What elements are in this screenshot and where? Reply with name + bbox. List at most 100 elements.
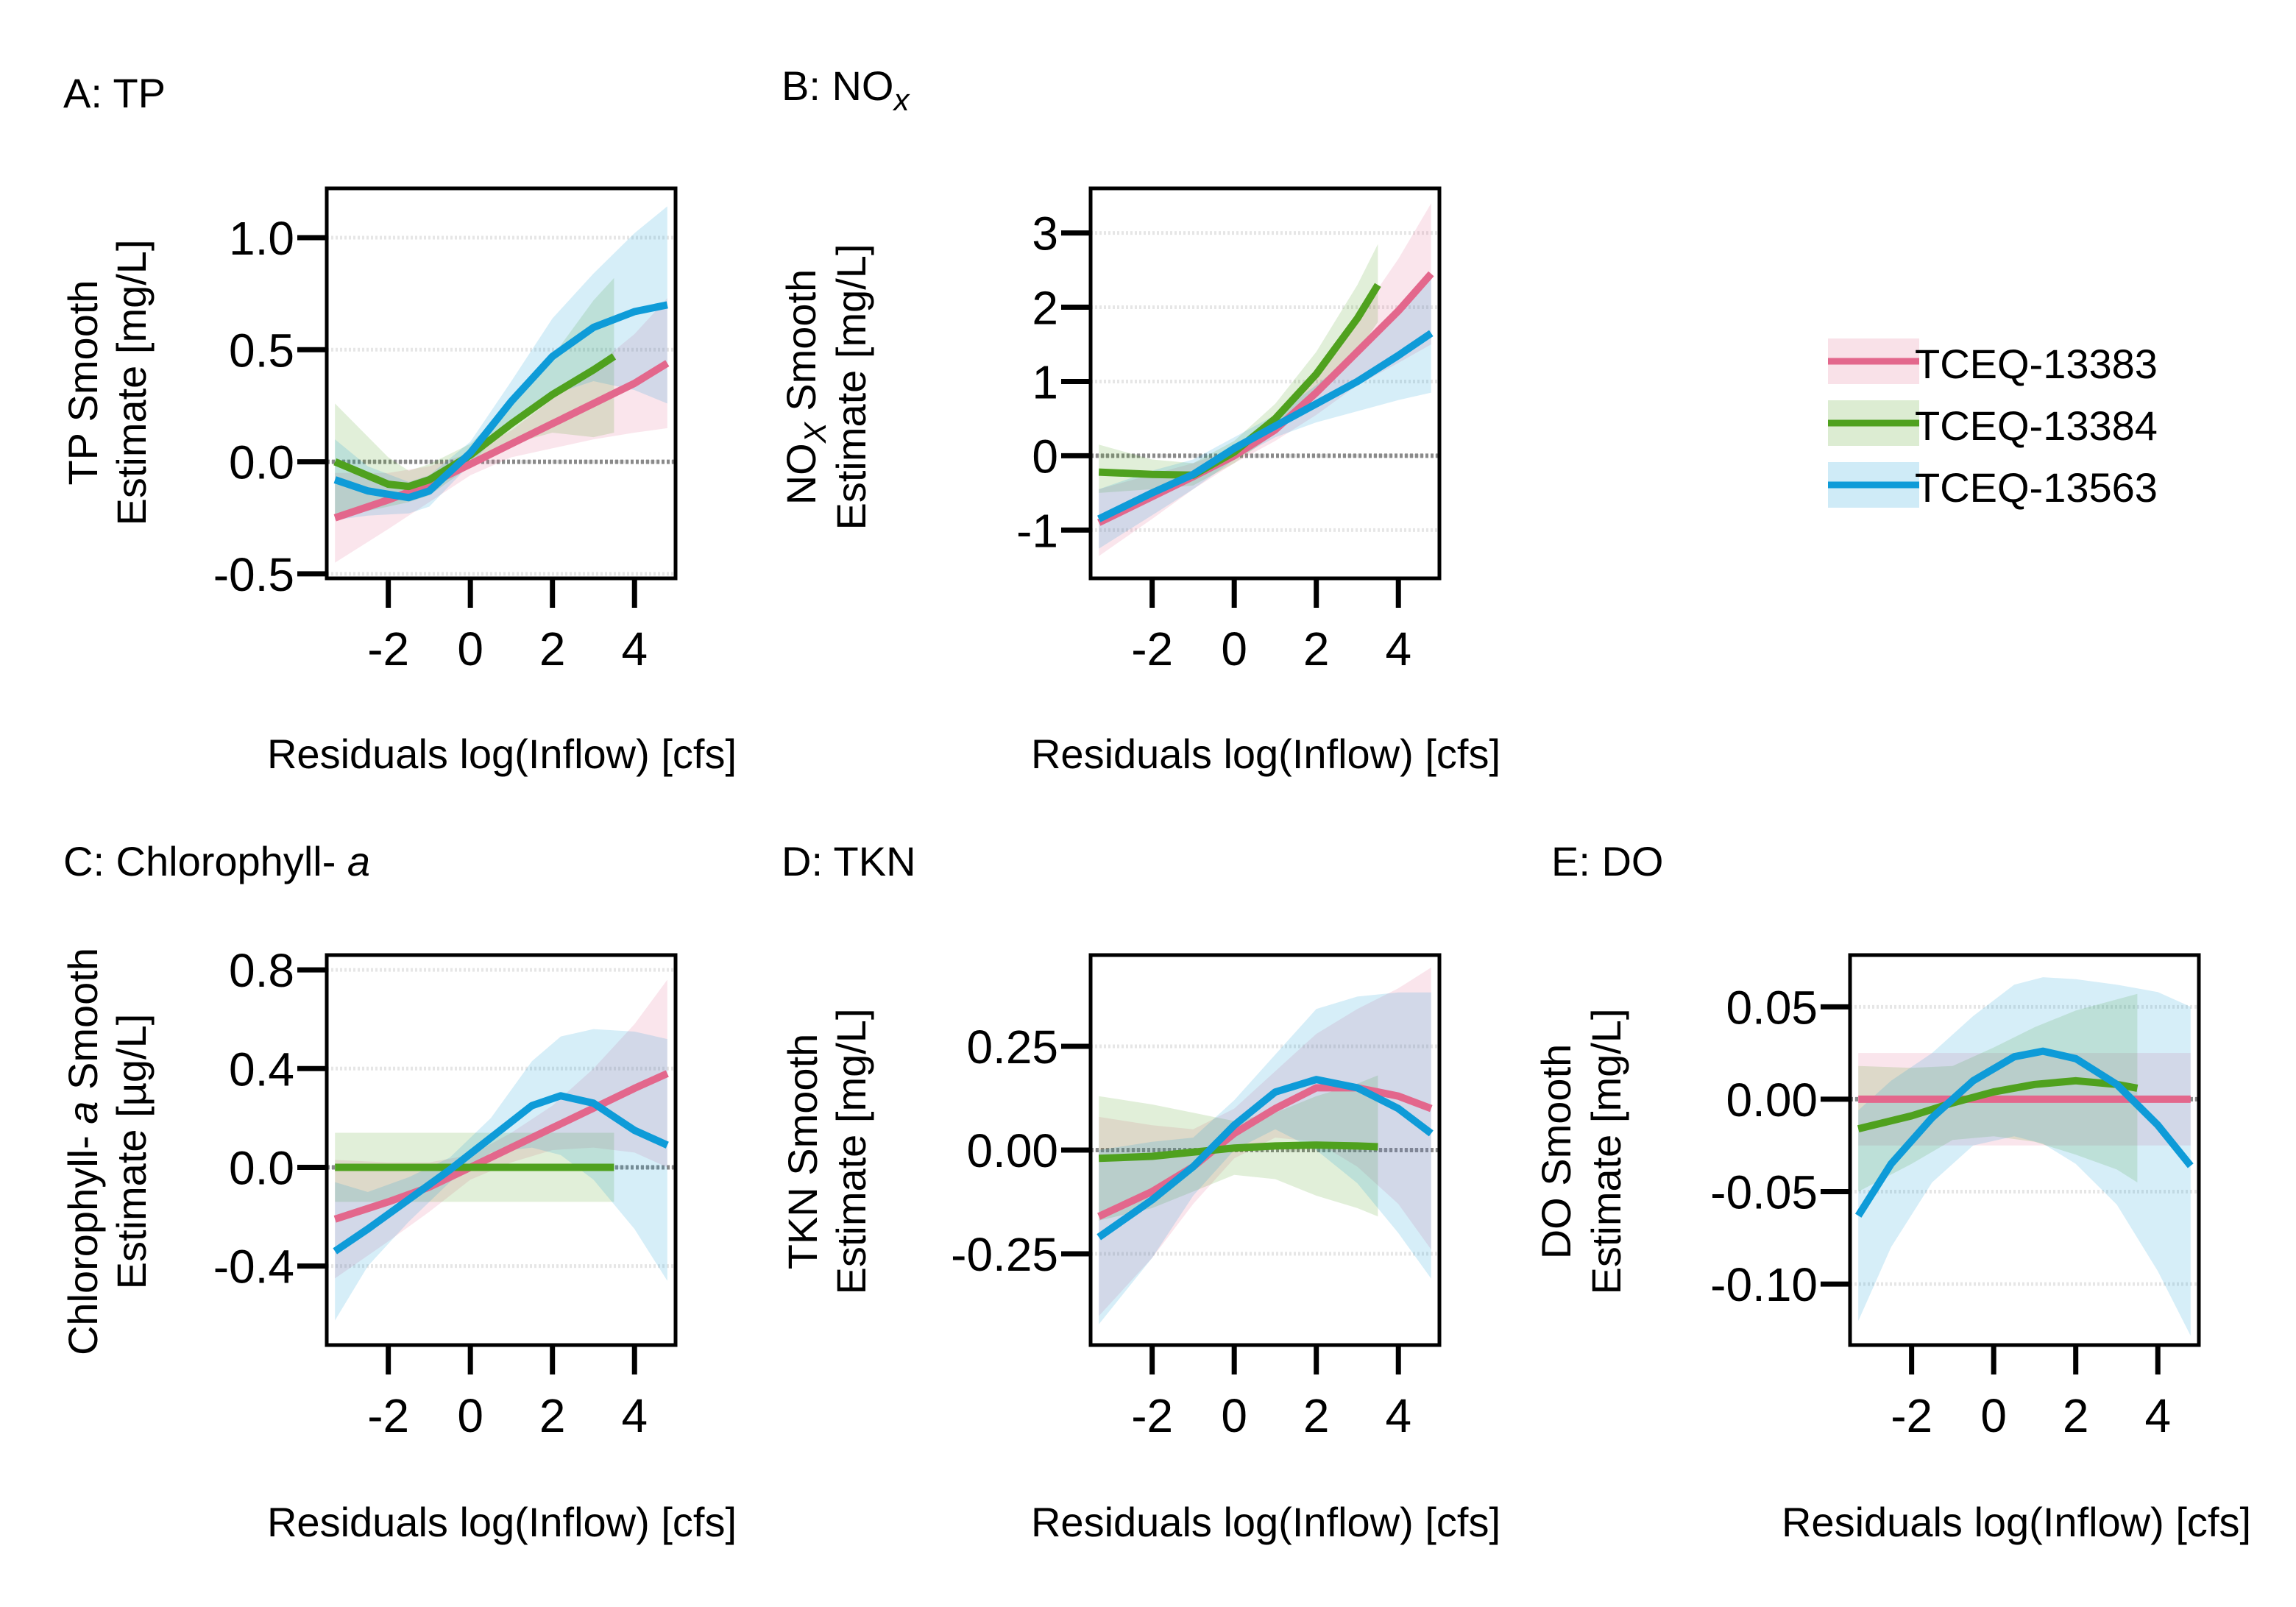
panel-d-band-tceq-13563 — [1099, 992, 1431, 1324]
panel-a-xtick-label: 4 — [621, 622, 648, 675]
panel-c-title: C: Chlorophyll- a — [63, 838, 370, 884]
panel-e-xtick-label: 2 — [2063, 1389, 2089, 1442]
panel-e-ytick-label: -0.05 — [1710, 1166, 1818, 1219]
legend-label-13563: TCEQ-13563 — [1915, 464, 2158, 511]
panel-d-title: D: TKN — [782, 838, 916, 884]
panel-a-xtick-label: 0 — [457, 622, 483, 675]
panel-d-plot: -2 0 2 4 -0.25 0.00 0.25 — [951, 953, 1442, 1442]
panel-d-line-tceq-13383 — [1097, 1084, 1433, 1220]
panel-e-xtick-label: 4 — [2144, 1389, 2171, 1442]
panel-e-xtick-label: 0 — [1980, 1389, 2007, 1442]
panel-b-ytick-label: 0 — [1032, 430, 1058, 483]
panel-d-line-tceq-13384 — [1099, 1141, 1378, 1163]
panel-a-xlabel: Residuals log(Inflow) [cfs] — [267, 731, 737, 777]
panel-a-frame — [325, 186, 678, 581]
panel-b-xtick-label: 4 — [1385, 622, 1411, 675]
panel-d-line-tceq-13563 — [1096, 1076, 1434, 1241]
panel-b-frame — [1088, 186, 1442, 581]
panel-d-band-tceq-13383 — [1099, 967, 1431, 1316]
panel-d-xtick-label: 2 — [1303, 1389, 1330, 1442]
panel-e-band-tceq-13563 — [1858, 977, 2191, 1336]
panel-b-ylabel-sub: X — [798, 421, 832, 444]
legend-label-13383: TCEQ-13383 — [1915, 341, 2158, 387]
panel-a-band-tceq-13563 — [335, 206, 667, 520]
panel-c-ylabel-main: Chlorophyll- — [60, 1124, 106, 1355]
panel-a-title: A: TP — [63, 70, 166, 116]
panel-d-series-area — [1091, 967, 1439, 1324]
panel-a-ylabel-line1: TP Smooth — [60, 280, 106, 485]
panel-b-ytick-label: 3 — [1032, 207, 1058, 260]
panel-d-xtick-label: 0 — [1221, 1389, 1247, 1442]
panel-c-ytick-label: -0.4 — [213, 1241, 294, 1294]
panel-e-series-area — [1850, 977, 2199, 1336]
panel-c-xtick-label: -2 — [367, 1389, 409, 1442]
panel-b-ylabel-rest: Smooth — [778, 269, 824, 423]
panel-b-series-area — [1091, 203, 1439, 556]
panel-a-xtick-label: 2 — [539, 622, 566, 675]
panel-c-xlabel: Residuals log(Inflow) [cfs] — [267, 1499, 737, 1545]
panel-b-title-sub: x — [892, 82, 910, 117]
panel-e-ytick-label: 0.00 — [1726, 1074, 1818, 1127]
panel-b-xtick-label: -2 — [1131, 622, 1173, 675]
panel-c-xtick-label: 4 — [621, 1389, 648, 1442]
panel-e-ylabel-line1: DO Smooth — [1533, 1044, 1579, 1260]
panel-c-band-tceq-13383 — [335, 979, 667, 1279]
panel-a-series-area — [327, 206, 676, 563]
panel-a-ytick-label: 1.0 — [229, 212, 294, 265]
panel-b-line-tceq-13563 — [1097, 330, 1434, 522]
legend-item-tceq-13563: TCEQ-13563 — [1828, 462, 2158, 511]
panel-b-ytick-label: 1 — [1032, 355, 1058, 408]
panel-c-ylabel-line1: Chlorophyll- a Smooth — [60, 948, 106, 1355]
panel-a-ylabel-line2: Estimate [mg/L] — [108, 239, 155, 525]
legend-item-tceq-13384: TCEQ-13384 — [1828, 400, 2158, 449]
panel-c-title-italic: a — [347, 838, 370, 884]
panel-b-ylabel-line1: NOX Smooth — [778, 269, 832, 505]
panel-b-plot: -2 0 2 4 -1 0 1 2 3 — [1016, 186, 1442, 675]
panel-d-ylabel-line2: Estimate [mg/L] — [828, 1008, 874, 1294]
panel-a-plot: -2 0 2 4 -0.5 0.0 0.5 1.0 — [213, 186, 678, 675]
panel-d-xtick-label: -2 — [1131, 1389, 1173, 1442]
panel-d-ylabel-line1: TKN Smooth — [779, 1034, 826, 1270]
panel-b-title-main: B: NO — [782, 63, 893, 109]
panel-c-xtick-label: 0 — [457, 1389, 483, 1442]
panel-a-ytick-label: 0.0 — [229, 436, 294, 489]
panel-b-title: B: NOx — [782, 63, 910, 117]
legend-label-13384: TCEQ-13384 — [1915, 402, 2158, 449]
panel-a-ytick-label: 0.5 — [229, 324, 294, 377]
panel-e-frame — [1848, 953, 2201, 1347]
panel-b-ylabel-main: NO — [778, 443, 824, 505]
panel-c-xtick-label: 2 — [539, 1389, 566, 1442]
panel-d-ytick-label: -0.25 — [951, 1228, 1058, 1281]
panel-c-frame — [325, 953, 678, 1347]
panel-b-xtick-label: 0 — [1221, 622, 1247, 675]
panel-d-xlabel: Residuals log(Inflow) [cfs] — [1031, 1499, 1500, 1545]
panel-d-xtick-label: 4 — [1385, 1389, 1411, 1442]
panel-a-xtick-label: -2 — [367, 622, 409, 675]
panel-c-ylabel-rest: Smooth — [60, 948, 106, 1102]
panel-c-ytick-label: 0.8 — [229, 944, 294, 997]
panel-e-ylabel-line2: Estimate [mg/L] — [1583, 1008, 1629, 1294]
panel-c-ylabel-italic: a — [60, 1102, 106, 1124]
panel-c-title-main: C: Chlorophyll- — [63, 838, 347, 884]
panel-c-line-tceq-13563 — [333, 1092, 669, 1255]
legend: TCEQ-13383 TCEQ-13384 TCEQ-13563 — [1828, 338, 2158, 511]
panel-b-ylabel-line2: Estimate [mg/L] — [828, 244, 874, 530]
panel-e-xlabel: Residuals log(Inflow) [cfs] — [1782, 1499, 2251, 1545]
panel-c-ytick-label: 0.4 — [229, 1043, 294, 1096]
panel-c-plot: -2 0 2 4 -0.4 0.0 0.4 0.8 — [213, 944, 678, 1442]
panel-b-ytick-label: 2 — [1032, 282, 1058, 335]
legend-item-tceq-13383: TCEQ-13383 — [1828, 338, 2158, 387]
panel-e-plot: -2 0 2 4 -0.10 -0.05 0.00 0.05 — [1710, 953, 2201, 1442]
panel-d-ytick-label: 0.00 — [966, 1124, 1058, 1177]
panel-e-ytick-label: -0.10 — [1710, 1258, 1818, 1311]
panel-d-frame — [1088, 953, 1442, 1347]
panel-e-title: E: DO — [1551, 838, 1663, 884]
panel-a-line-tceq-13563 — [333, 301, 668, 502]
panel-e-ytick-label: 0.05 — [1726, 981, 1818, 1034]
panel-b-ytick-label: -1 — [1016, 504, 1058, 557]
panel-b-band-tceq-13383 — [1099, 203, 1431, 556]
panel-a-band-tceq-13384 — [335, 277, 614, 518]
panel-e-xtick-label: -2 — [1891, 1389, 1932, 1442]
panel-a-ytick-label: -0.5 — [213, 548, 294, 601]
